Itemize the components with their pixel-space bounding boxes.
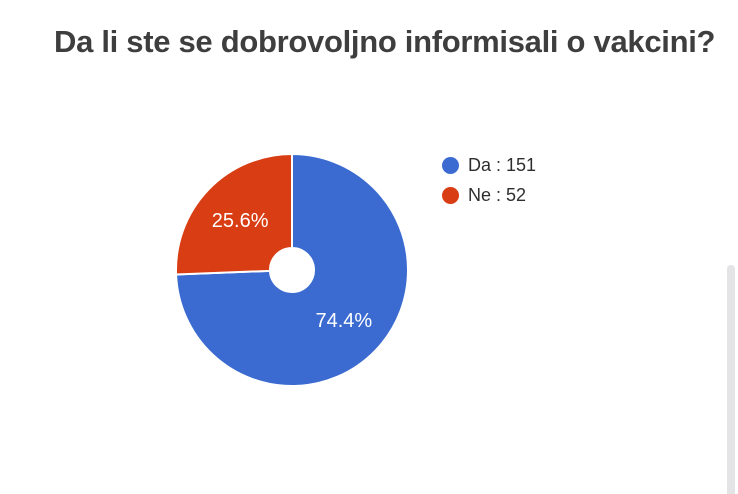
slice-percent-label-ne: 25.6%	[212, 210, 269, 232]
chart-legend: Da : 151 Ne : 52	[442, 155, 536, 215]
legend-label-da: Da : 151	[468, 155, 537, 175]
legend-item-ne: Ne : 52	[442, 185, 536, 206]
legend-label-ne: Ne : 52	[468, 185, 527, 205]
legend-swatch-ne-icon	[442, 187, 459, 204]
pie-chart[interactable]: 74.4% 25.6%	[162, 140, 422, 400]
chart-title: Da li ste se dobrovoljno informisali o v…	[54, 24, 716, 59]
legend-swatch-da-icon	[442, 157, 459, 174]
scrollbar-thumb[interactable]	[727, 265, 735, 494]
pie-slice-da[interactable]	[175, 152, 409, 387]
legend-item-da: Da : 151	[442, 155, 536, 176]
slice-percent-label-da: 74.4%	[315, 310, 372, 332]
pie-slice-ne[interactable]	[175, 152, 293, 276]
